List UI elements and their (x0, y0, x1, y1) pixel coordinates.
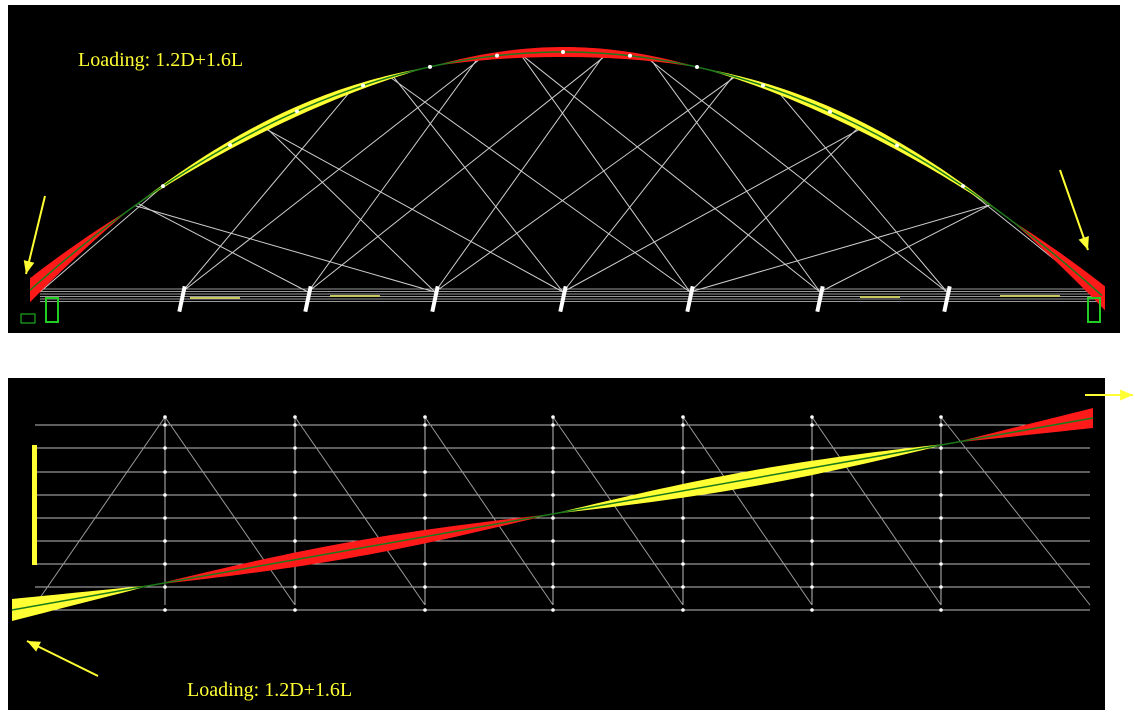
arch (486, 56, 494, 57)
node (551, 415, 555, 419)
node (939, 446, 943, 450)
arch-node (761, 84, 765, 88)
node (163, 415, 167, 419)
node (939, 539, 943, 543)
node (163, 608, 167, 612)
node (551, 423, 555, 427)
arch (510, 54, 518, 55)
node (551, 608, 555, 612)
node (681, 446, 685, 450)
node (163, 470, 167, 474)
node (939, 562, 943, 566)
node (681, 470, 685, 474)
node (810, 423, 814, 427)
node (293, 415, 297, 419)
arch-node (495, 54, 499, 58)
node (423, 493, 427, 497)
node (423, 470, 427, 474)
screenshot: Loading: 1.2D+1.6L Loading: 1.2D+1.6L (0, 0, 1135, 715)
edge-diagram (32, 445, 37, 565)
node (423, 423, 427, 427)
node (939, 470, 943, 474)
arch-node (961, 184, 965, 188)
node (551, 493, 555, 497)
loading-label: Loading: 1.2D+1.6L (78, 49, 243, 71)
node (423, 446, 427, 450)
arch-node (295, 109, 299, 113)
node (810, 516, 814, 520)
node (551, 539, 555, 543)
node (551, 562, 555, 566)
arch (502, 54, 510, 55)
arch-node (428, 65, 432, 69)
arch (614, 54, 622, 55)
node (681, 516, 685, 520)
node (293, 608, 297, 612)
node (423, 585, 427, 589)
page: {"panels": [{"label": "Loading: 1.2D+1.6… (0, 0, 1135, 715)
arch (598, 53, 606, 54)
node (939, 493, 943, 497)
node (423, 516, 427, 520)
node (939, 608, 943, 612)
arch-node (828, 110, 832, 114)
node (293, 493, 297, 497)
arch (606, 54, 614, 55)
node (939, 423, 943, 427)
node (293, 446, 297, 450)
node (293, 516, 297, 520)
node (939, 585, 943, 589)
node (939, 415, 943, 419)
node (163, 516, 167, 520)
node (810, 415, 814, 419)
node (551, 585, 555, 589)
node (681, 585, 685, 589)
arch (638, 57, 646, 58)
arch-node (628, 54, 632, 58)
arch-node (361, 84, 365, 88)
arch-node (228, 143, 232, 147)
node (810, 493, 814, 497)
node (810, 562, 814, 566)
node (939, 516, 943, 520)
node (163, 423, 167, 427)
node (293, 539, 297, 543)
node (163, 493, 167, 497)
node (810, 585, 814, 589)
node (681, 539, 685, 543)
node (681, 608, 685, 612)
node (293, 585, 297, 589)
node (293, 423, 297, 427)
node (810, 608, 814, 612)
node (163, 446, 167, 450)
node (423, 608, 427, 612)
node (810, 446, 814, 450)
node (551, 446, 555, 450)
arch (518, 53, 526, 54)
node (423, 415, 427, 419)
node (423, 562, 427, 566)
node (163, 562, 167, 566)
arch-node (561, 50, 565, 54)
node (551, 470, 555, 474)
node (681, 423, 685, 427)
node (551, 516, 555, 520)
node (163, 585, 167, 589)
node (293, 470, 297, 474)
arch-node (161, 184, 165, 188)
node (681, 415, 685, 419)
node (810, 539, 814, 543)
loading-label: Loading: 1.2D+1.6L (187, 679, 352, 701)
node (163, 539, 167, 543)
node (681, 562, 685, 566)
arch-node (695, 65, 699, 69)
arch-node (895, 144, 899, 148)
